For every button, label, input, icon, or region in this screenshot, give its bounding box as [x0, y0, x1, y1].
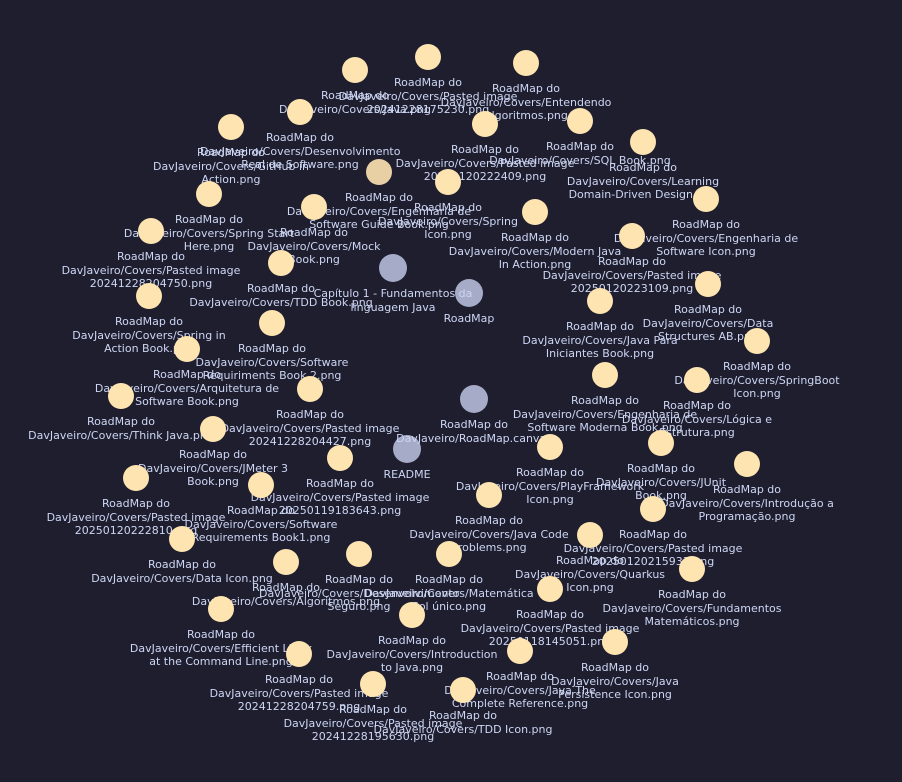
note-node-circle[interactable] — [379, 254, 407, 282]
attachment-node-circle[interactable] — [123, 465, 149, 491]
graph-node-label: RoadMap do DavJaveiro/Covers/Think Java.… — [28, 415, 214, 442]
note-node-circle[interactable] — [393, 435, 421, 463]
graph-node-label: RoadMap do DavJaveiro/Covers/Java.png — [278, 89, 432, 116]
graph-node-label: RoadMap do DavJaveiro/Covers/Spring Icon… — [378, 201, 518, 241]
graph-node-label: RoadMap do DavJaveiro/Covers/Spring in A… — [72, 315, 226, 355]
graph-node-label: RoadMap do DavJaveiro/Covers/Introdução … — [660, 483, 834, 523]
attachment-node-circle[interactable] — [196, 181, 222, 207]
graph-node-label: RoadMap do DavJaveiro/Covers/Java Para I… — [522, 320, 678, 360]
attachment-node-circle[interactable] — [208, 596, 234, 622]
graph-node-label: RoadMap do DavJaveiro/Covers/Introductio… — [326, 634, 498, 674]
attachment-node-circle[interactable] — [360, 671, 386, 697]
attachment-node-circle[interactable] — [602, 629, 628, 655]
attachment-node-circle[interactable] — [399, 602, 425, 628]
graph-node-label: RoadMap do DavJaveiro/Covers/Matemática … — [364, 573, 534, 613]
attachment-node-circle[interactable] — [366, 159, 392, 185]
attachment-node-circle[interactable] — [513, 50, 539, 76]
graph-node-label: RoadMap do DavJaveiro/Covers/GitHub in A… — [152, 146, 310, 186]
graph-node-label: RoadMap do DavJaveiro/Covers/Engenharia … — [512, 394, 698, 434]
attachment-node-circle[interactable] — [138, 218, 164, 244]
attachment-node-circle[interactable] — [342, 57, 368, 83]
graph-node-label: RoadMap do DavJaveiro/Covers/Modern Java… — [448, 231, 622, 271]
attachment-node-circle[interactable] — [734, 451, 760, 477]
attachment-node-circle[interactable] — [619, 223, 645, 249]
attachment-node-circle[interactable] — [679, 556, 705, 582]
attachment-node-circle[interactable] — [684, 367, 710, 393]
attachment-node-circle[interactable] — [693, 186, 719, 212]
graph-node-label: RoadMap do DavJaveiro/Covers/TDD Icon.pn… — [373, 709, 553, 736]
graph-node-label: RoadMap do DavJaveiro/Covers/Pasted imag… — [220, 408, 400, 448]
attachment-node-circle[interactable] — [537, 434, 563, 460]
attachment-node-circle[interactable] — [301, 194, 327, 220]
attachment-node-circle[interactable] — [200, 416, 226, 442]
attachment-node-circle[interactable] — [248, 472, 274, 498]
graph-node-label: RoadMap do DavJaveiro/Covers/Lógica e Es… — [621, 399, 773, 439]
note-node-circle[interactable] — [460, 385, 488, 413]
attachment-node-circle[interactable] — [415, 44, 441, 70]
attachment-node-circle[interactable] — [259, 310, 285, 336]
graph-node-label: RoadMap do DavJaveiro/Covers/Java Code P… — [409, 514, 569, 554]
attachment-node-circle[interactable] — [273, 549, 299, 575]
graph-node-label: RoadMap do DavJaveiro/Covers/Fundamentos… — [602, 588, 782, 628]
attachment-node-circle[interactable] — [136, 283, 162, 309]
attachment-node-circle[interactable] — [169, 526, 195, 552]
graph-node-label: RoadMap do DavJaveiro/Covers/Pasted imag… — [46, 497, 226, 537]
attachment-node-circle[interactable] — [450, 677, 476, 703]
attachment-node-circle[interactable] — [695, 271, 721, 297]
attachment-node-circle[interactable] — [630, 129, 656, 155]
attachment-node-circle[interactable] — [592, 362, 618, 388]
graph-node-label: RoadMap do DavJaveiro/Covers/TDD Book.pn… — [189, 282, 373, 309]
attachment-node-circle[interactable] — [648, 430, 674, 456]
attachment-node-circle[interactable] — [744, 328, 770, 354]
attachment-node-circle[interactable] — [287, 99, 313, 125]
attachment-node-circle[interactable] — [327, 445, 353, 471]
graph-node-label: RoadMap do DavJaveiro/Covers/Quarkus Ico… — [514, 554, 666, 594]
attachment-node-circle[interactable] — [218, 114, 244, 140]
attachment-node-circle[interactable] — [587, 288, 613, 314]
graph-node-label: RoadMap do DavJaveiro/Covers/Java Persis… — [551, 661, 679, 701]
attachment-node-circle[interactable] — [435, 169, 461, 195]
attachment-node-circle[interactable] — [522, 199, 548, 225]
attachment-node-circle[interactable] — [346, 541, 372, 567]
graph-node-label: RoadMap do DavJaveiro/Covers/Pasted imag… — [283, 703, 463, 743]
graph-node-label: RoadMap do DavJaveiro/Covers/Data Struct… — [642, 303, 774, 343]
graph-node-label: RoadMap do DavJaveiro/Covers/Pasted imag… — [395, 143, 575, 183]
graph-node-label: RoadMap do DavJaveiro/Covers/Desenvolvim… — [259, 573, 460, 613]
attachment-node-circle[interactable] — [507, 638, 533, 664]
attachment-node-circle[interactable] — [472, 111, 498, 137]
attachment-node-circle[interactable] — [537, 576, 563, 602]
graph-node-label: RoadMap do DavJaveiro/Covers/Data Icon.p… — [91, 558, 273, 585]
attachment-node-circle[interactable] — [436, 541, 462, 567]
note-node-circle[interactable] — [455, 279, 483, 307]
graph-node-label: RoadMap do DavJaveiro/Covers/JUnit Book.… — [595, 462, 727, 502]
graph-node-label: RoadMap do DavJaveiro/Covers/Software Re… — [195, 342, 349, 382]
attachment-node-circle[interactable] — [268, 250, 294, 276]
graph-node-label: RoadMap do DavJaveiro/Covers/Entendendo … — [440, 82, 612, 122]
attachment-node-circle[interactable] — [640, 496, 666, 522]
attachment-node-circle[interactable] — [567, 108, 593, 134]
graph-node-label: RoadMap — [443, 312, 495, 325]
attachment-node-circle[interactable] — [577, 522, 603, 548]
attachment-node-circle[interactable] — [108, 383, 134, 409]
attachment-node-circle[interactable] — [174, 336, 200, 362]
attachment-node-circle[interactable] — [476, 482, 502, 508]
attachment-node-circle[interactable] — [297, 376, 323, 402]
attachment-node-circle[interactable] — [286, 641, 312, 667]
